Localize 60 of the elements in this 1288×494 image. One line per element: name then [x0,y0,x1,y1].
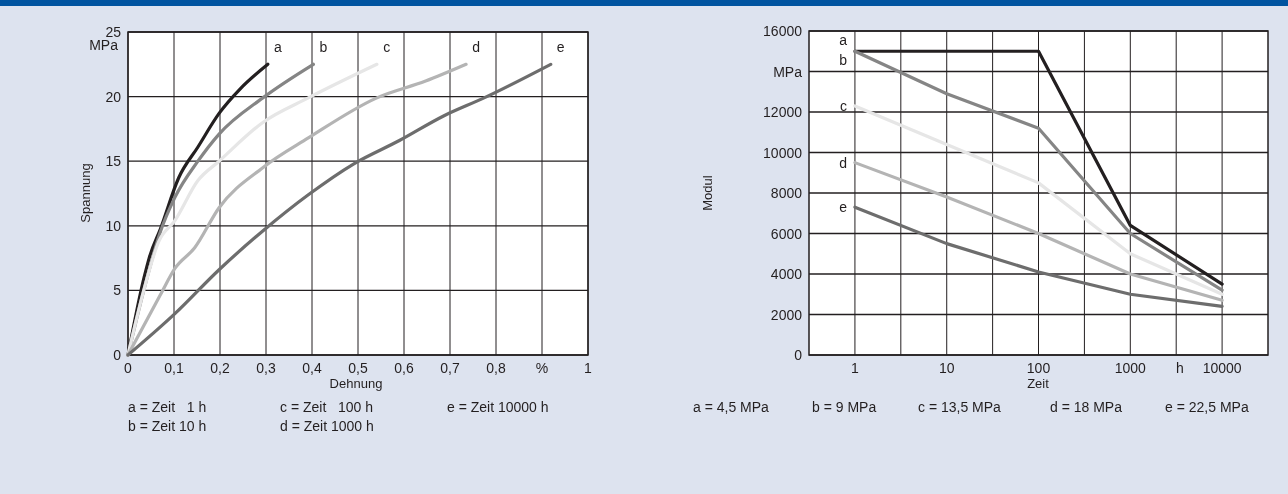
x-tick-label: 0 [124,360,133,376]
y-tick-label: 10000 [763,144,803,161]
text: d = Zeit 1000 h [280,418,374,434]
y-tick-label: 25 [105,24,122,40]
x-tick-label: 1 [851,360,860,376]
x-tick-label: 100 [1026,360,1051,376]
series-label: a [273,39,282,56]
y-tick-label: 15 [105,153,122,170]
x-tick-label: % [535,360,549,376]
series-label: c [383,39,391,56]
x-tick-label: 10000 [1202,360,1242,376]
x-tick-label: 0,7 [440,360,460,376]
series-label: c [839,97,847,114]
text: c = Zeit 100 h [280,399,373,415]
x-tick-label: 1000 [1114,360,1147,376]
y-axis-title: Spannung [78,163,93,223]
y-tick-label: 20 [105,88,122,105]
x-tick-label: 0,8 [486,360,506,376]
y-axis-title: Modul [700,175,715,211]
series-label: e [556,39,565,56]
x-tick-label: 0,6 [394,360,414,376]
series-label: d [839,154,847,171]
x-tick-label: 0,4 [302,360,322,376]
text: a = Zeit 1 h [128,399,207,415]
text: e = 22,5 MPa [1165,399,1249,415]
text: e = Zeit 10000 h [447,399,549,415]
y-tick-label: 16000 [763,23,803,39]
line-series [853,161,1224,302]
y-tick-label: 2000 [770,306,803,323]
x-tick-label: 0,5 [348,360,368,376]
y-tick-label: 6000 [770,225,803,242]
x-tick-label: 1 [584,360,593,376]
text: c = 13,5 MPa [918,399,1002,415]
series-label: e [839,199,848,216]
y-tick-label: 12000 [763,104,803,120]
line-series [126,62,553,357]
x-axis-title: Dehnung [329,376,383,391]
x-tick-label: 10 [938,360,955,376]
y-tick-label: 0 [113,347,122,363]
y-tick-label: 4000 [770,266,803,282]
text: a = 4,5 MPa [693,399,770,415]
series-label: d [472,39,480,56]
series-label: b [839,52,848,69]
y-tick-label: 8000 [770,185,803,201]
x-tick-label: 0,2 [210,360,230,376]
y-tick-label: MPa [773,63,803,80]
text: b = Zeit 10 h [128,418,207,434]
x-axis-title: Zeit [1027,376,1050,391]
text: h [1176,360,1184,376]
y-tick-label: 5 [113,282,122,299]
line-series [853,205,1224,308]
series-label: a [839,32,848,49]
y-tick-label: 0 [794,347,803,363]
text: b = 9 MPa [812,399,877,415]
x-tick-label: 0,3 [256,360,276,376]
text: d = 18 MPa [1050,399,1123,415]
line-series [853,104,1224,296]
y-tick-label: 10 [105,217,122,234]
series-label: b [319,39,328,56]
x-tick-label: 0,1 [164,360,184,376]
